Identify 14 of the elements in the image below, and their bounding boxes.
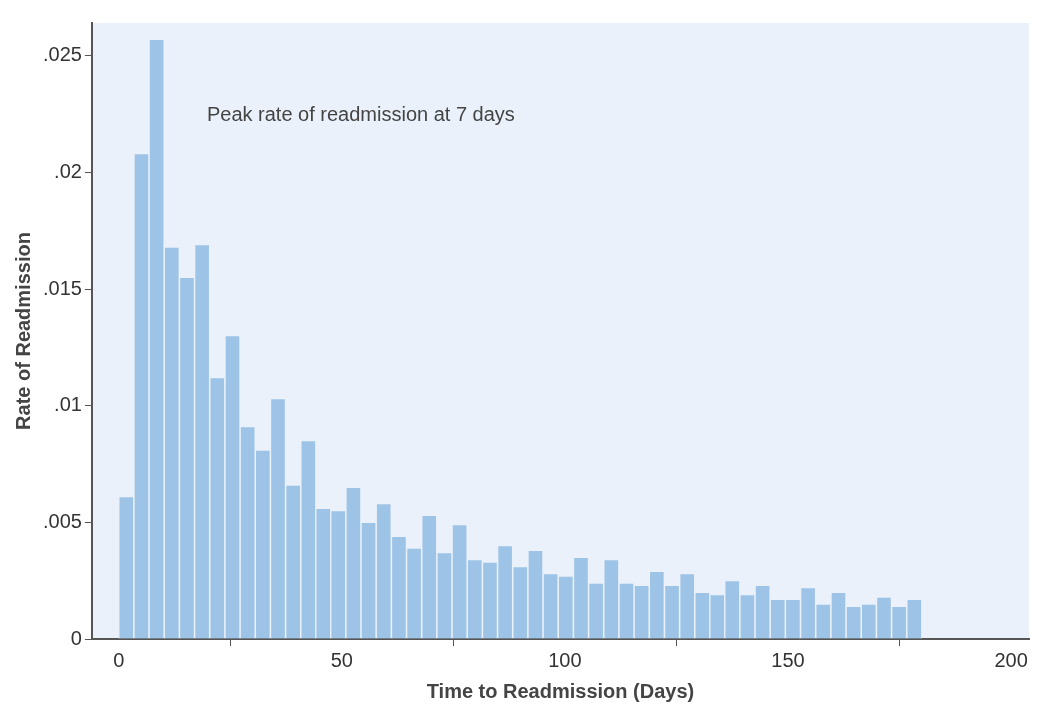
x-tick-label: 100 (548, 648, 582, 671)
x-tick-label: 0 (113, 648, 125, 671)
x-tick-label: 150 (771, 648, 805, 671)
x-tick-label: 200 (994, 648, 1028, 671)
y-tick-label: .025 (42, 43, 82, 66)
x-tick-label: 50 (330, 648, 353, 671)
y-tick-label: 0 (70, 626, 82, 649)
y-tick-label: .015 (42, 276, 82, 299)
y-axis-title: Rate of Readmission (11, 232, 34, 430)
y-tick-label: .02 (54, 159, 82, 182)
y-tick-label: .005 (42, 509, 82, 532)
y-tick-label: .01 (54, 393, 82, 416)
annotation: Peak rate of readmission at 7 days (206, 102, 515, 125)
x-axis-title: Time to Readmission (Days) (426, 679, 695, 702)
